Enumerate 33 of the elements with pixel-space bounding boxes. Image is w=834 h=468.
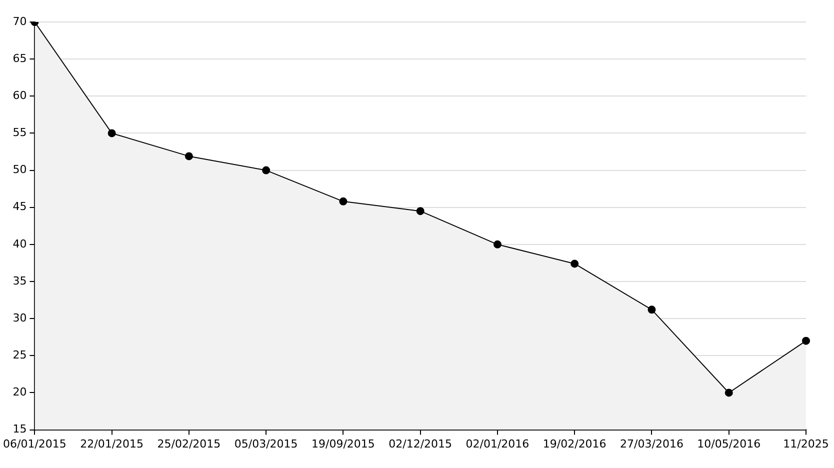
y-tick-label: 55: [12, 126, 27, 140]
point: [802, 336, 810, 345]
x-tick-label: 25/02/2015: [157, 437, 221, 450]
y-tick-label: 45: [12, 200, 27, 214]
y-tick-label: 15: [12, 422, 27, 436]
x-tick-label: 02/01/2016: [466, 437, 530, 450]
y-tick-label: 65: [12, 52, 27, 65]
point: [724, 388, 733, 397]
point: [339, 197, 348, 206]
y-tick-label: 35: [12, 274, 27, 288]
x-tick-label: 11/2025: [783, 437, 829, 450]
x-tick-label: 05/03/2015: [234, 437, 298, 450]
x-tick-label: 27/03/2016: [620, 437, 684, 450]
y-tick-label: 60: [12, 89, 27, 102]
point: [570, 260, 579, 268]
y-tick-label: 50: [12, 163, 27, 176]
x-tick-label: 22/01/2015: [80, 437, 144, 450]
x-tick-label: 19/09/2015: [312, 437, 375, 450]
y-tick-label: 40: [12, 237, 27, 250]
x-tick-label: 06/01/2015: [2, 437, 66, 450]
point: [108, 129, 116, 138]
point: [262, 166, 270, 174]
y-tick-label: 30: [12, 311, 27, 324]
y-tick-label: 70: [12, 14, 27, 28]
point: [648, 306, 656, 314]
point: [493, 240, 502, 248]
point: [416, 207, 424, 216]
y-tick-label: 20: [12, 386, 27, 399]
x-tick-label: 02/12/2015: [388, 437, 452, 450]
x-tick-label: 10/05/2016: [697, 437, 761, 450]
point: [184, 152, 193, 160]
x-tick-label: 19/02/2016: [542, 437, 606, 450]
y-tick-label: 25: [12, 348, 27, 362]
